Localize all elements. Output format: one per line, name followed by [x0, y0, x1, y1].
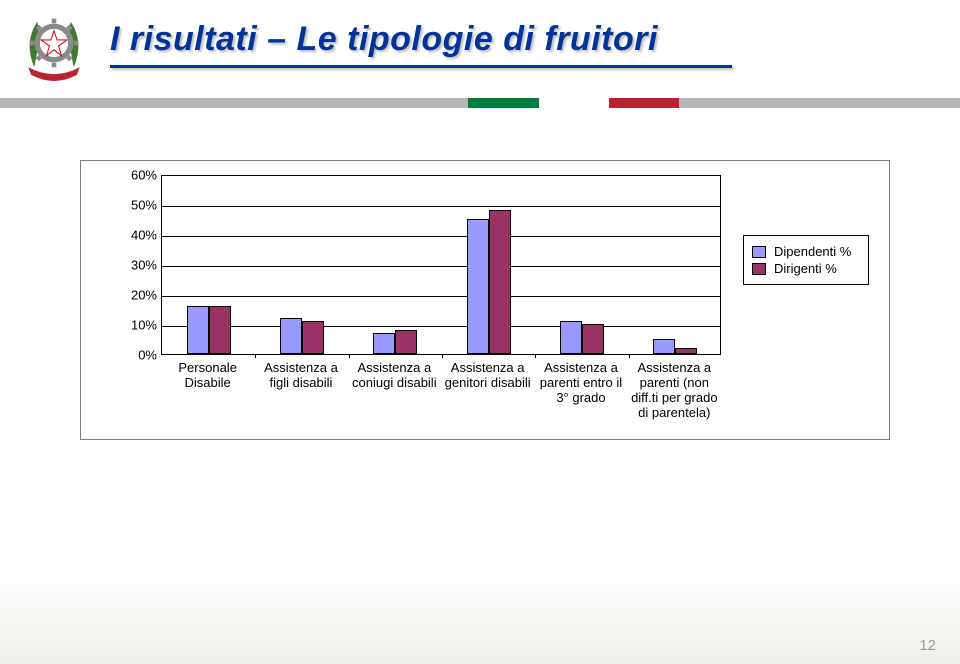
slide-root: I risultati – Le tipologie di fruitori 0… — [0, 0, 960, 664]
chart-ytick-label: 40% — [121, 228, 157, 243]
chart-xlabel: Assistenza a genitori disabili — [441, 361, 534, 421]
chart-ytick-label: 20% — [121, 288, 157, 303]
chart-xlabel: Assistenza a parenti entro il 3° grado — [534, 361, 627, 421]
color-band-segment — [539, 98, 609, 108]
chart-bar — [560, 321, 582, 354]
emblem-star — [41, 31, 67, 56]
chart-gridline — [162, 296, 720, 297]
chart-ytick-label: 10% — [121, 318, 157, 333]
chart-x-labels: Personale DisabileAssistenza a figli dis… — [161, 361, 721, 421]
color-band-segment — [679, 98, 960, 108]
chart-bar — [302, 321, 324, 354]
chart-xlabel: Assistenza a figli disabili — [254, 361, 347, 421]
title-underline — [110, 65, 732, 68]
chart-gridline — [162, 266, 720, 267]
chart-xlabel: Assistenza a parenti (non diff.ti per gr… — [628, 361, 721, 421]
chart-category-divider — [629, 354, 630, 358]
chart-bar — [653, 339, 675, 354]
chart-container: 0%10%20%30%40%50%60% Personale DisabileA… — [80, 160, 890, 440]
chart-bar-group — [442, 210, 535, 354]
chart-category-divider — [349, 354, 350, 358]
chart-ytick-label: 50% — [121, 198, 157, 213]
chart-bar-group — [255, 318, 348, 354]
chart-bar-group — [535, 321, 628, 354]
chart-plot-area — [161, 175, 721, 355]
color-band-segment — [468, 98, 538, 108]
page-title: I risultati – Le tipologie di fruitori — [110, 20, 732, 59]
chart-bar — [467, 219, 489, 354]
color-band-segment — [0, 98, 468, 108]
chart-bar — [395, 330, 417, 354]
page-number: 12 — [919, 637, 936, 654]
chart-gridline — [162, 206, 720, 207]
chart-bar-group — [162, 306, 255, 354]
chart-xlabel: Assistenza a coniugi disabili — [348, 361, 441, 421]
chart-bar — [489, 210, 511, 354]
color-band-segment — [609, 98, 679, 108]
chart-category-divider — [442, 354, 443, 358]
chart-bar — [675, 348, 697, 354]
chart-ytick-label: 0% — [121, 348, 157, 363]
chart-bar — [373, 333, 395, 354]
legend-label: Dipendenti % — [774, 244, 851, 259]
chart-bar — [582, 324, 604, 354]
header-color-band — [0, 98, 960, 108]
emblem-ribbon — [28, 67, 80, 81]
chart-bar — [280, 318, 302, 354]
chart-ytick-label: 30% — [121, 258, 157, 273]
italy-emblem — [16, 8, 92, 84]
chart-gridline — [162, 236, 720, 237]
chart-legend: Dipendenti % Dirigenti % — [743, 235, 869, 285]
chart-bar-group — [629, 339, 722, 354]
chart-bar-group — [349, 330, 442, 354]
legend-item: Dipendenti % — [752, 244, 860, 259]
legend-swatch-icon — [752, 263, 766, 275]
chart-ytick-label: 60% — [121, 168, 157, 183]
legend-item: Dirigenti % — [752, 261, 860, 276]
legend-swatch-icon — [752, 246, 766, 258]
title-block: I risultati – Le tipologie di fruitori — [110, 20, 732, 68]
legend-label: Dirigenti % — [774, 261, 837, 276]
chart-bar — [209, 306, 231, 354]
chart-xlabel: Personale Disabile — [161, 361, 254, 421]
chart-category-divider — [255, 354, 256, 358]
chart-category-divider — [535, 354, 536, 358]
chart-bar — [187, 306, 209, 354]
